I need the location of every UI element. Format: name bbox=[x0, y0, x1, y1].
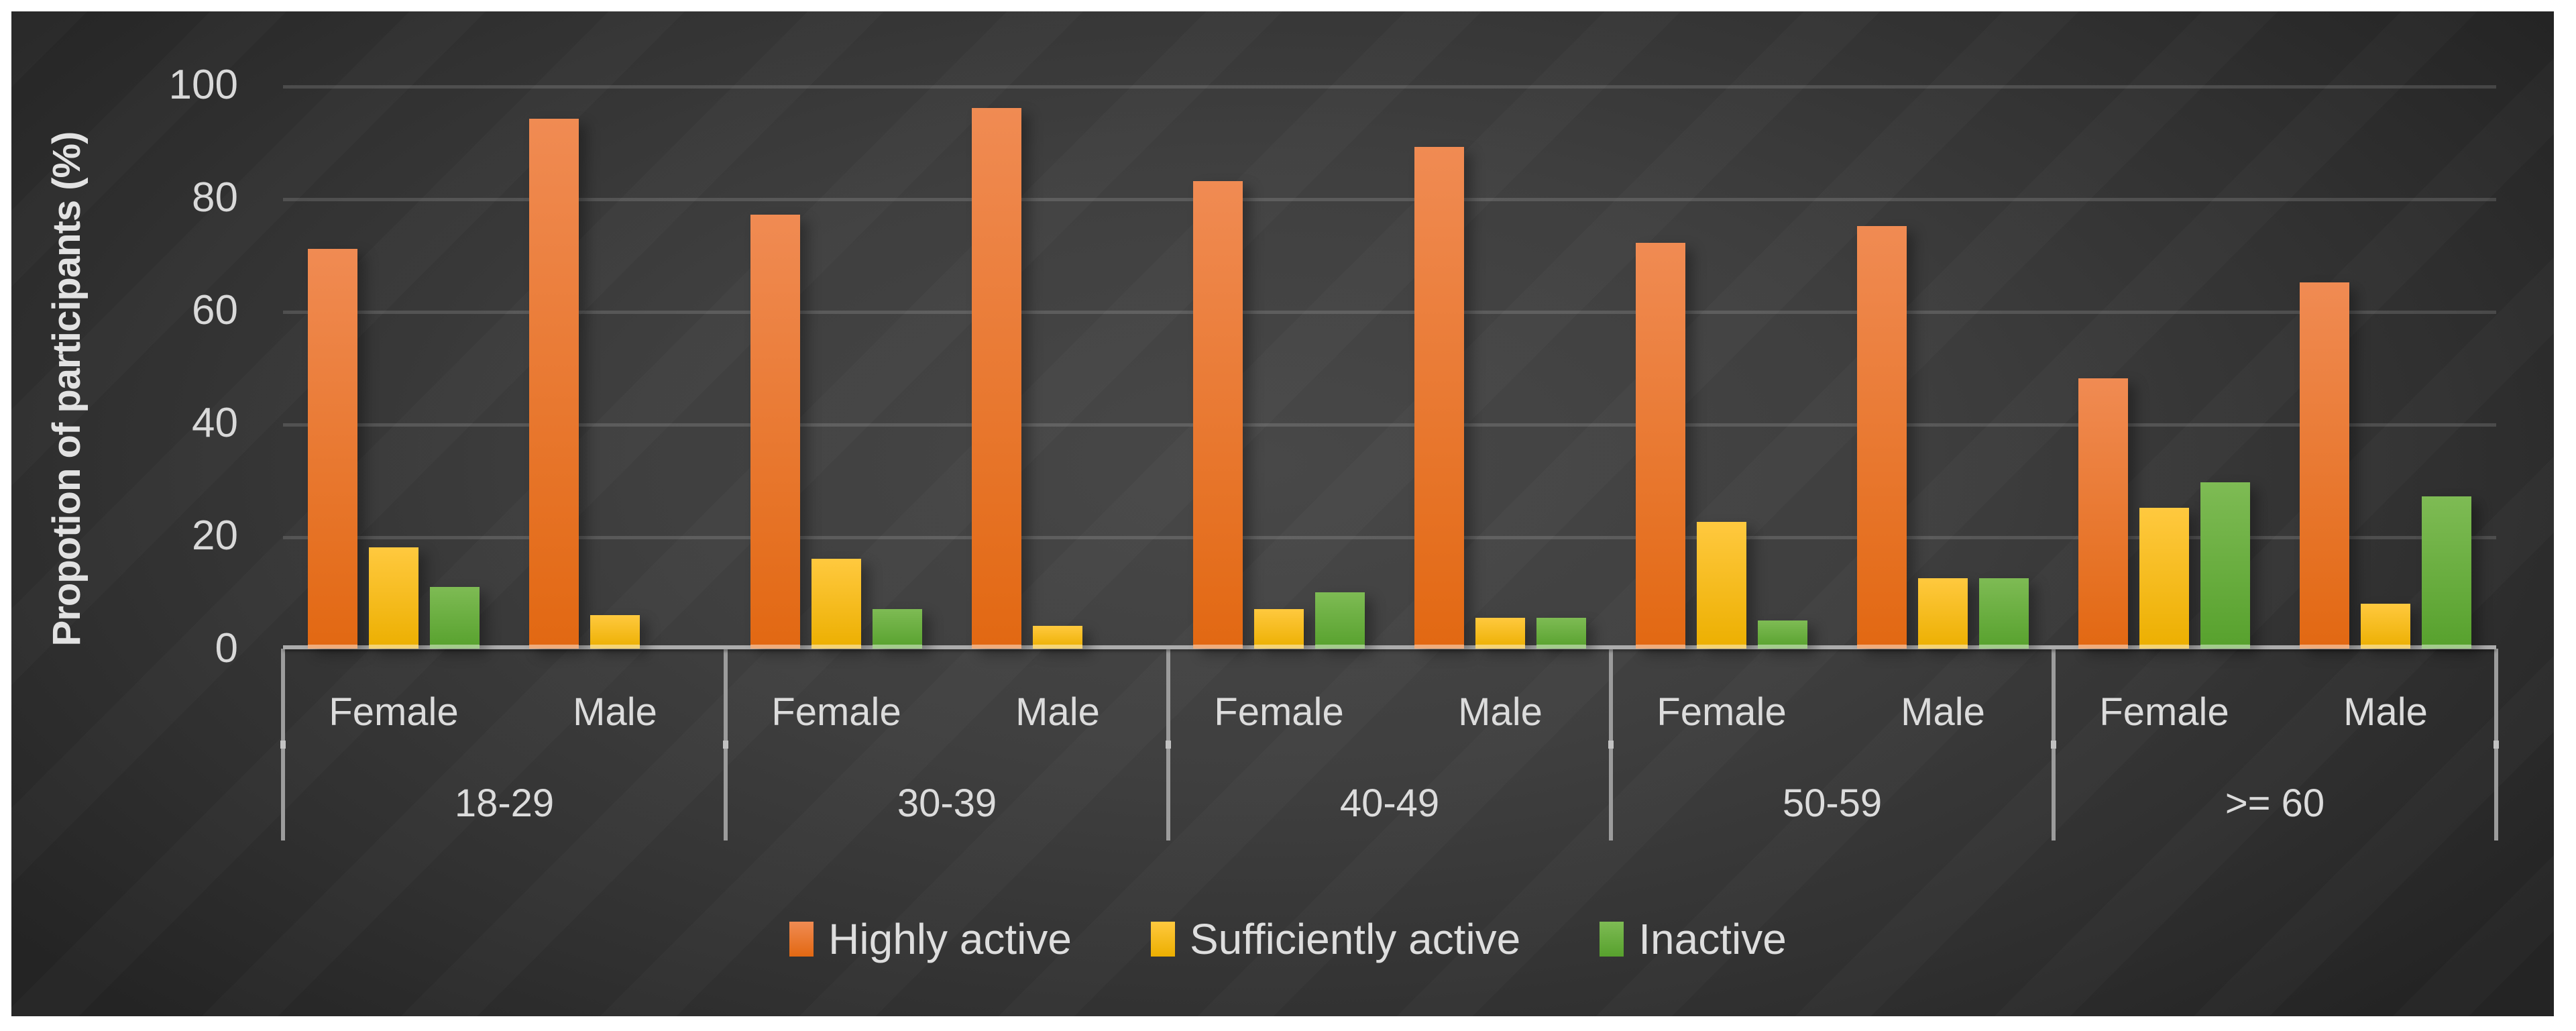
bar-3039-male-highly-active bbox=[972, 107, 1021, 649]
gender-label-male: Male bbox=[573, 690, 657, 734]
gender-label-female: Female bbox=[2099, 690, 2229, 734]
bar-5059-female-highly-active bbox=[1636, 243, 1685, 649]
bar-1829-female-highly-active bbox=[308, 248, 357, 649]
bar-5059-male-sufficiently-active bbox=[1918, 578, 1968, 649]
bar-60-male-sufficiently-active bbox=[2361, 603, 2410, 649]
age-group-label: 18-29 bbox=[454, 781, 555, 825]
bar-4049-male-sufficiently-active bbox=[1475, 617, 1525, 649]
y-tick-label-60: 60 bbox=[192, 287, 238, 333]
gridline-100 bbox=[283, 85, 2496, 89]
bar-3039-female-sufficiently-active bbox=[811, 558, 861, 649]
category-row-tick bbox=[2051, 741, 2056, 749]
chart-background-panel bbox=[11, 11, 2554, 1016]
legend: Highly active Sufficiently active Inactive bbox=[0, 904, 2576, 974]
legend-swatch-icon bbox=[1150, 922, 1175, 957]
y-tick-label-80: 80 bbox=[192, 174, 238, 221]
legend-label: Inactive bbox=[1638, 915, 1787, 963]
category-row-tick bbox=[2494, 741, 2499, 749]
bar-4049-male-highly-active bbox=[1414, 147, 1464, 649]
legend-swatch-icon bbox=[1600, 922, 1624, 957]
category-axis: Female Male 18-29 Female Male 30-39 Female Male… bbox=[280, 649, 2499, 840]
gridline-40 bbox=[283, 423, 2496, 427]
gender-label-female: Female bbox=[1214, 690, 1344, 734]
legend-item-highly-active: Highly active bbox=[789, 914, 1072, 964]
gender-label-female: Female bbox=[329, 690, 459, 734]
gender-label-male: Male bbox=[1458, 690, 1543, 734]
legend-label: Highly active bbox=[828, 915, 1072, 963]
bar-5059-female-inactive bbox=[1758, 620, 1807, 649]
bar-1829-female-inactive bbox=[430, 586, 480, 649]
bar-4049-female-inactive bbox=[1315, 592, 1365, 649]
gender-label-male: Male bbox=[1901, 690, 1985, 734]
y-tick-label-40: 40 bbox=[192, 400, 238, 446]
legend-item-inactive: Inactive bbox=[1600, 914, 1787, 964]
bar-3039-male-sufficiently-active bbox=[1033, 626, 1082, 649]
y-tick-label-20: 20 bbox=[192, 512, 238, 559]
x-axis-baseline bbox=[283, 645, 2496, 649]
bar-1829-male-highly-active bbox=[529, 119, 579, 649]
bar-5059-male-highly-active bbox=[1857, 226, 1907, 649]
age-group-label: 40-49 bbox=[1339, 781, 1440, 825]
plot-area bbox=[283, 85, 2496, 649]
gridline-20 bbox=[283, 536, 2496, 539]
age-group-label: 30-39 bbox=[897, 781, 997, 825]
bar-60-male-highly-active bbox=[2300, 282, 2349, 649]
y-tick-label-0: 0 bbox=[215, 625, 238, 671]
gridline-60 bbox=[283, 311, 2496, 314]
bar-60-female-highly-active bbox=[2078, 378, 2128, 649]
bar-4049-female-sufficiently-active bbox=[1254, 609, 1304, 649]
bar-60-male-inactive bbox=[2422, 496, 2471, 649]
category-row-tick bbox=[1608, 741, 1614, 749]
gender-label-male: Male bbox=[2343, 690, 2428, 734]
gender-label-male: Male bbox=[1015, 690, 1100, 734]
age-group-label: >= 60 bbox=[2225, 781, 2325, 825]
category-row-tick bbox=[723, 741, 728, 749]
category-row-tick bbox=[280, 741, 286, 749]
bar-3039-female-highly-active bbox=[750, 215, 800, 649]
age-group-label: 50-59 bbox=[1782, 781, 1883, 825]
legend-label: Sufficiently active bbox=[1189, 915, 1521, 963]
legend-swatch-icon bbox=[789, 922, 814, 957]
bar-5059-male-inactive bbox=[1979, 578, 2029, 649]
bar-3039-female-inactive bbox=[873, 609, 922, 649]
bar-4049-male-inactive bbox=[1536, 617, 1586, 649]
legend-item-sufficiently-active: Sufficiently active bbox=[1150, 914, 1521, 964]
gridline-80 bbox=[283, 198, 2496, 201]
gender-label-female: Female bbox=[771, 690, 901, 734]
y-tick-label-100: 100 bbox=[168, 62, 238, 108]
gender-label-female: Female bbox=[1657, 690, 1787, 734]
category-row-tick bbox=[1166, 741, 1171, 749]
bar-1829-male-sufficiently-active bbox=[590, 614, 640, 649]
bar-60-female-inactive bbox=[2200, 482, 2250, 649]
bar-5059-female-sufficiently-active bbox=[1697, 522, 1746, 649]
bar-4049-female-highly-active bbox=[1193, 180, 1243, 649]
bar-60-female-sufficiently-active bbox=[2139, 508, 2189, 649]
bar-1829-female-sufficiently-active bbox=[369, 547, 418, 649]
